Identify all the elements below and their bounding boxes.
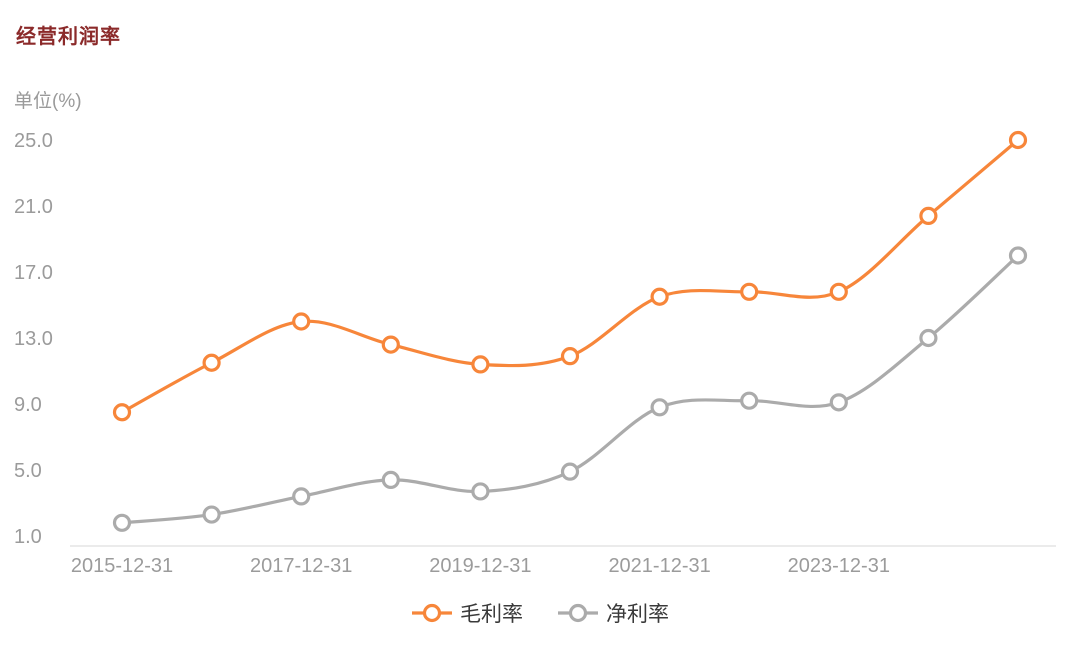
- data-point-marker: [202, 353, 221, 372]
- data-point-marker: [471, 482, 490, 501]
- chart-title: 经营利润率: [16, 26, 121, 48]
- y-axis-tick-label: 9.0: [14, 394, 42, 416]
- data-point-marker: [829, 393, 848, 412]
- data-point-marker: [202, 505, 221, 524]
- data-point-marker: [560, 462, 580, 481]
- legend-label: 净利率: [606, 603, 669, 626]
- legend-item-0[interactable]: 毛利率: [411, 598, 523, 628]
- data-point-marker: [112, 403, 132, 422]
- y-axis-tick-label: 21.0: [14, 196, 53, 218]
- data-point-marker: [560, 347, 580, 366]
- legend-item-1[interactable]: 净利率: [557, 598, 669, 628]
- data-point-marker: [381, 335, 400, 354]
- data-point-marker: [1008, 130, 1028, 150]
- x-axis-tick-label: 2021-12-31: [608, 555, 710, 577]
- chart-legend: 毛利率 净利率: [0, 598, 1080, 628]
- x-axis-tick-label: 2015-12-31: [71, 555, 173, 577]
- data-point-marker: [650, 398, 669, 417]
- data-point-marker: [919, 328, 938, 348]
- y-axis-tick-label: 17.0: [14, 262, 53, 284]
- data-point-marker: [381, 470, 400, 489]
- data-point-marker: [740, 282, 759, 301]
- y-axis-tick-label: 5.0: [14, 460, 42, 482]
- y-axis-tick-label: 25.0: [14, 130, 53, 152]
- series-line-毛利率: [120, 138, 1020, 414]
- series-line-净利率: [120, 253, 1020, 525]
- data-point-marker: [292, 312, 311, 331]
- data-point-marker: [829, 282, 848, 301]
- data-point-marker: [1008, 246, 1028, 265]
- chart-unit-label: 单位(%): [14, 91, 82, 112]
- y-axis-tick-label: 13.0: [14, 328, 53, 350]
- legend-marker-icon: [558, 603, 598, 623]
- data-point-marker: [740, 391, 759, 410]
- data-point-marker: [650, 287, 669, 306]
- y-axis-tick-label: 1.0: [14, 526, 42, 548]
- x-axis-tick-label: 2023-12-31: [788, 555, 890, 577]
- data-point-marker: [919, 206, 938, 226]
- legend-marker-icon: [412, 603, 452, 623]
- x-axis-tick-label: 2019-12-31: [429, 555, 531, 577]
- data-point-marker: [471, 355, 490, 374]
- data-point-marker: [112, 513, 132, 532]
- data-point-marker: [292, 487, 311, 506]
- line-chart-canvas: 1.0 5.0 9.0 13.0 17.0 21.0 25.0 2015-12-31 2017-…: [14, 130, 1056, 577]
- legend-label: 毛利率: [460, 603, 523, 626]
- x-axis-tick-label: 2017-12-31: [250, 555, 352, 577]
